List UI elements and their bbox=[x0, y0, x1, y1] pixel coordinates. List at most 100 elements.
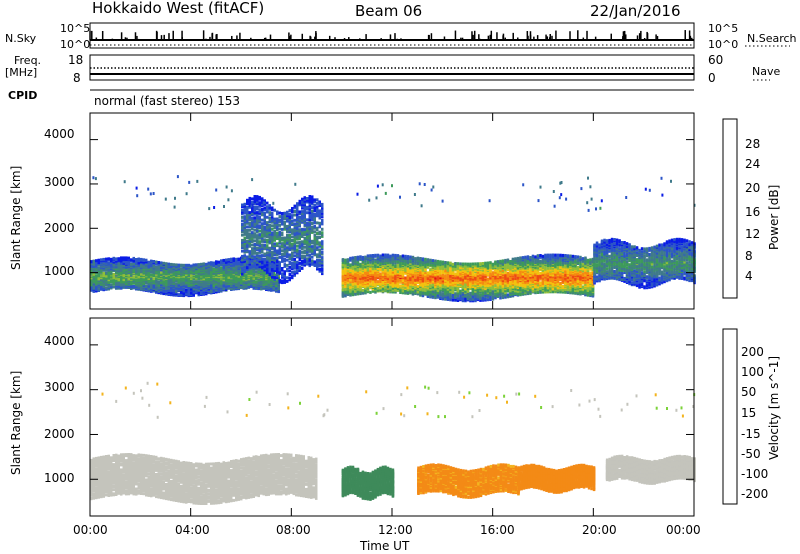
echo-cell bbox=[394, 264, 397, 267]
echo-cell bbox=[301, 267, 304, 270]
echo-cell bbox=[321, 240, 324, 243]
echo-cell bbox=[264, 238, 267, 241]
echo-cell bbox=[200, 263, 203, 266]
echo-cell bbox=[289, 234, 292, 237]
echo-cell bbox=[291, 243, 294, 246]
echo-cell bbox=[314, 225, 317, 228]
echo-cell bbox=[454, 292, 457, 295]
echo-cell bbox=[442, 293, 445, 296]
echo-cell bbox=[261, 208, 264, 211]
echo-cell bbox=[244, 203, 247, 206]
echo-cell bbox=[193, 281, 196, 284]
echo-cell bbox=[254, 255, 257, 258]
echo-cell bbox=[128, 257, 131, 260]
echo-cell bbox=[299, 250, 302, 253]
echo-cell bbox=[382, 288, 385, 291]
echo-cell bbox=[274, 257, 277, 260]
echo-cell bbox=[296, 261, 299, 264]
echo-cell bbox=[299, 216, 302, 219]
echo-cell bbox=[254, 195, 257, 198]
echo-cell bbox=[244, 237, 247, 240]
echo-cell bbox=[266, 264, 269, 267]
echo-cell bbox=[173, 263, 176, 266]
echo-cell bbox=[419, 257, 422, 260]
echo-cell bbox=[352, 288, 355, 291]
echo-cell bbox=[130, 258, 133, 261]
echo-cell bbox=[279, 245, 282, 248]
echo-cell bbox=[279, 256, 282, 259]
echo-cell bbox=[289, 277, 292, 280]
echo-cell bbox=[286, 280, 289, 283]
echo-cell bbox=[344, 277, 347, 280]
echo-cell bbox=[241, 219, 244, 222]
echo-cell bbox=[93, 260, 96, 263]
echo-cell bbox=[429, 263, 432, 266]
echo-cell bbox=[306, 218, 309, 221]
echo-cell bbox=[291, 228, 294, 231]
echo-cell bbox=[404, 255, 407, 258]
echo-cell bbox=[271, 251, 274, 254]
echo-cell bbox=[274, 230, 277, 233]
echo-cell bbox=[434, 260, 437, 263]
echo-cell bbox=[319, 248, 322, 251]
echo-cell bbox=[246, 266, 249, 269]
echo-cell bbox=[299, 262, 302, 265]
echo-cell bbox=[271, 231, 274, 234]
echo-cell bbox=[223, 259, 226, 262]
echo-cell bbox=[281, 242, 284, 245]
echo-cell bbox=[110, 283, 113, 286]
echo-cell bbox=[374, 254, 377, 257]
echo-cell bbox=[427, 271, 430, 274]
echo-cell bbox=[165, 262, 168, 265]
echo-cell bbox=[160, 261, 163, 264]
echo-cell bbox=[279, 224, 282, 227]
echo-cell bbox=[256, 195, 259, 198]
echo-cell bbox=[261, 244, 264, 247]
echo-cell bbox=[113, 273, 116, 276]
echo-cell bbox=[241, 250, 244, 253]
echo-cell bbox=[367, 261, 370, 264]
echo-cell bbox=[98, 259, 101, 262]
echo-cell bbox=[264, 253, 267, 256]
echo-cell bbox=[304, 249, 307, 252]
echo-cell bbox=[321, 203, 324, 206]
echo-cell bbox=[387, 286, 390, 289]
echo-cell bbox=[291, 251, 294, 254]
echo-cell bbox=[299, 241, 302, 244]
echo-cell bbox=[266, 205, 269, 208]
echo-cell bbox=[251, 265, 254, 268]
echo-cell bbox=[349, 263, 352, 266]
echo-cell bbox=[427, 258, 430, 261]
echo-cell bbox=[286, 276, 289, 279]
echo-cell bbox=[291, 235, 294, 238]
echo-cell bbox=[316, 205, 319, 208]
echo-cell bbox=[281, 253, 284, 256]
echo-cell bbox=[314, 213, 317, 216]
echo-cell bbox=[397, 254, 400, 257]
echo-cell bbox=[387, 254, 390, 257]
echo-cell bbox=[249, 232, 252, 235]
echo-cell bbox=[279, 231, 282, 234]
echo-cell bbox=[314, 234, 317, 237]
echo-cell bbox=[402, 255, 405, 258]
echo-cell bbox=[256, 247, 259, 250]
echo-cell bbox=[251, 217, 254, 220]
echo-cell bbox=[225, 259, 228, 262]
echo-cell bbox=[447, 261, 450, 264]
echo-cell bbox=[271, 207, 274, 210]
echo-cell bbox=[357, 256, 360, 259]
echo-cell bbox=[95, 275, 98, 278]
echo-cell bbox=[414, 257, 417, 260]
echo-cell bbox=[100, 258, 103, 261]
echo-cell bbox=[429, 268, 432, 271]
echo-cell bbox=[304, 246, 307, 249]
echo-cell bbox=[424, 258, 427, 261]
echo-cell bbox=[357, 261, 360, 264]
echo-cell bbox=[246, 256, 249, 259]
echo-cell bbox=[195, 263, 198, 266]
echo-cell bbox=[249, 222, 252, 225]
echo-cell bbox=[198, 263, 201, 266]
echo-cell bbox=[138, 258, 141, 261]
echo-cell bbox=[301, 255, 304, 258]
echo-cell bbox=[417, 285, 420, 288]
